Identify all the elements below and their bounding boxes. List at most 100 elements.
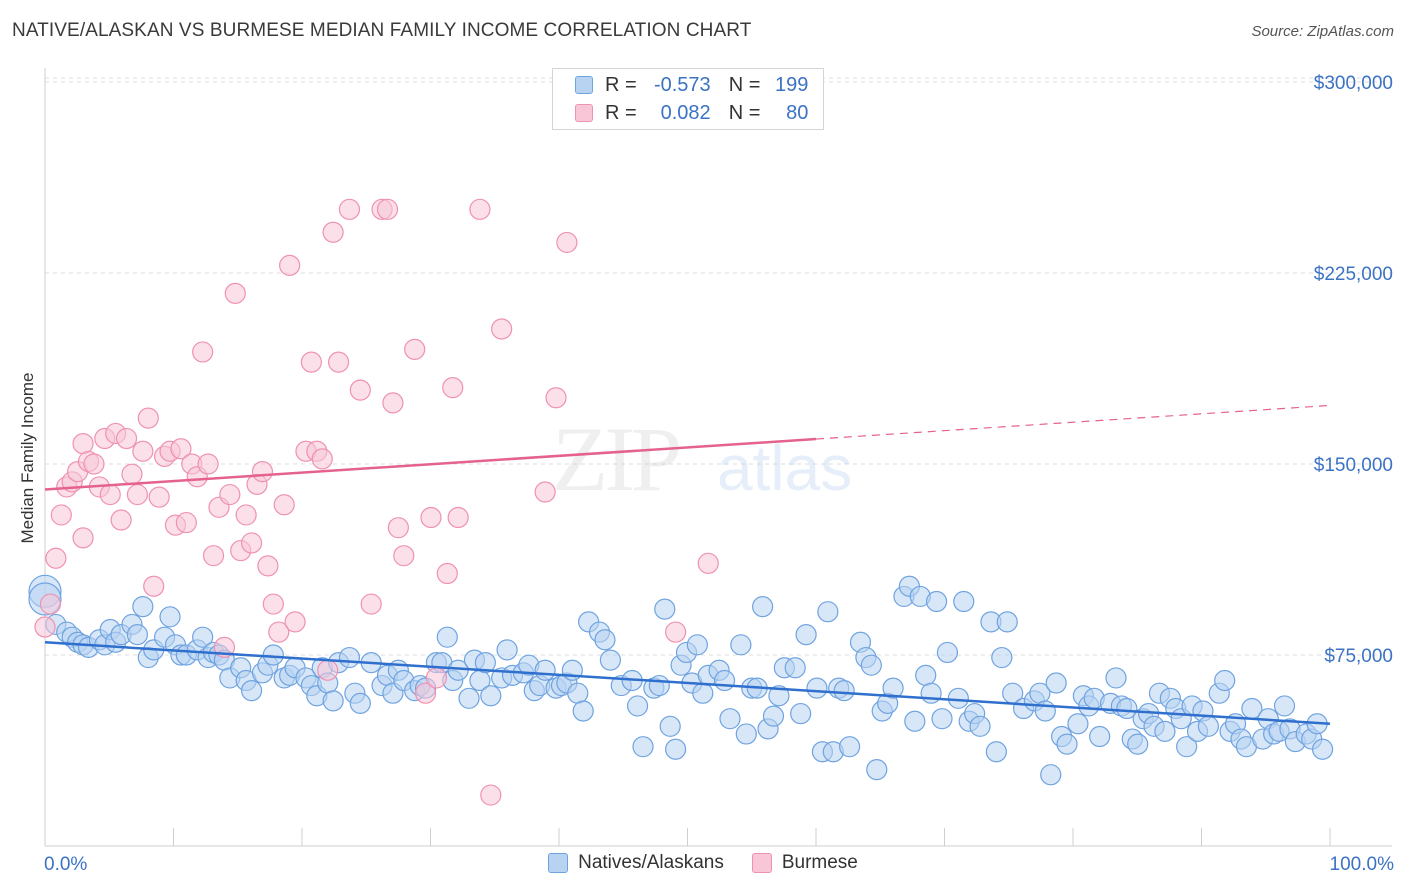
- burmese-point: [137, 407, 159, 429]
- burmese-point: [175, 511, 197, 534]
- natives-point: [1105, 667, 1127, 689]
- natives-point: [572, 700, 594, 722]
- burmese-point: [83, 453, 105, 475]
- y-tick-label: $300,000: [1314, 73, 1393, 94]
- natives-point: [762, 705, 785, 727]
- n-label: N =: [728, 101, 761, 124]
- legend: Natives/Alaskans Burmese: [0, 852, 1406, 874]
- natives-point: [806, 677, 828, 699]
- natives-point: [665, 738, 687, 760]
- natives-point: [632, 736, 654, 758]
- gridlines: [45, 77, 1392, 656]
- stats-row-natives: R = -0.573 N = 199: [575, 72, 808, 98]
- natives-point: [1197, 715, 1219, 737]
- watermark: ZIP atlas: [552, 408, 852, 510]
- watermark-zip: ZIP: [552, 408, 679, 510]
- burmese-point: [126, 483, 149, 506]
- legend-natives-label: Natives/Alaskans: [578, 852, 724, 873]
- natives-point: [240, 680, 263, 702]
- natives-r-value: -0.573: [653, 73, 711, 96]
- natives-point: [1040, 764, 1062, 786]
- watermark-atlas: atlas: [717, 432, 852, 504]
- r-label: R =: [605, 73, 637, 96]
- burmese-point: [545, 387, 567, 409]
- chart-title: NATIVE/ALASKAN VS BURMESE MEDIAN FAMILY …: [12, 20, 752, 41]
- y-tick-label: $225,000: [1314, 264, 1393, 285]
- natives-point: [338, 646, 361, 669]
- r-label: R =: [605, 101, 637, 124]
- stats-row-burmese: R = 0.082 N = 80: [575, 100, 808, 126]
- burmese-point: [50, 504, 72, 526]
- axes: [44, 68, 1392, 847]
- burmese-point: [170, 438, 192, 460]
- burmese-swatch: [575, 104, 593, 122]
- natives-point: [648, 674, 670, 697]
- burmese-point: [143, 575, 165, 597]
- natives-point: [795, 624, 817, 646]
- natives-point: [1311, 738, 1334, 760]
- natives-point: [1154, 720, 1176, 743]
- burmese-trend-line: [44, 437, 817, 491]
- burmese-point: [99, 483, 121, 506]
- burmese-point: [192, 341, 214, 363]
- natives-point: [322, 690, 344, 712]
- natives-point: [985, 741, 1007, 763]
- burmese-point: [311, 448, 333, 470]
- natives-point: [931, 708, 953, 730]
- burmese-point: [132, 440, 154, 462]
- burmese-point: [257, 555, 279, 577]
- burmese-point: [148, 486, 170, 508]
- burmese-point: [279, 254, 301, 276]
- natives-point: [626, 695, 649, 717]
- legend-natives-swatch: [548, 853, 569, 873]
- natives-point: [953, 590, 975, 613]
- natives-point: [1127, 733, 1149, 755]
- burmese-point: [45, 547, 67, 569]
- burmese-point: [480, 784, 502, 806]
- natives-point: [1273, 695, 1296, 717]
- burmese-point: [665, 621, 687, 643]
- burmese-point: [235, 504, 257, 526]
- natives-point: [860, 654, 882, 676]
- burmese-point: [240, 532, 263, 554]
- burmese-point: [72, 527, 94, 549]
- natives-point: [436, 626, 458, 648]
- natives-point: [1056, 733, 1078, 755]
- burmese-point: [202, 545, 225, 567]
- series-burmese-points: [34, 198, 719, 806]
- y-axis-label: Median Family Income: [18, 372, 37, 543]
- n-label: N =: [728, 73, 761, 96]
- natives-point: [882, 677, 904, 699]
- natives-point: [817, 601, 839, 623]
- natives-point: [159, 606, 181, 628]
- burmese-point: [224, 282, 246, 304]
- natives-point: [349, 692, 371, 714]
- natives-point: [132, 596, 154, 618]
- natives-point: [730, 634, 752, 656]
- burmese-point: [121, 463, 143, 485]
- burmese-point: [300, 351, 322, 373]
- legend-item-natives[interactable]: Natives/Alaskans: [548, 852, 724, 874]
- burmese-point: [420, 506, 442, 529]
- burmese-point: [284, 611, 306, 633]
- burmese-point: [447, 506, 469, 529]
- natives-point: [534, 659, 556, 681]
- legend-item-burmese[interactable]: Burmese: [751, 852, 858, 874]
- natives-point: [784, 657, 806, 679]
- burmese-point: [697, 552, 719, 574]
- burmese-point: [556, 231, 578, 254]
- x-tick-label: 0.0%: [44, 854, 87, 875]
- burmese-r-value: 0.082: [660, 101, 711, 124]
- tick-labels: $75,000 $150,000 $225,000 $300,000 0.0% 100.0…: [44, 73, 1394, 875]
- natives-point: [1089, 725, 1111, 748]
- natives-point: [192, 626, 214, 648]
- natives-point: [768, 685, 790, 707]
- natives-point: [496, 639, 518, 661]
- natives-point: [659, 715, 681, 737]
- burmese-point: [349, 379, 371, 401]
- burmese-point: [393, 545, 415, 567]
- natives-point: [920, 682, 942, 704]
- burmese-point: [322, 221, 344, 243]
- natives-point: [458, 687, 480, 709]
